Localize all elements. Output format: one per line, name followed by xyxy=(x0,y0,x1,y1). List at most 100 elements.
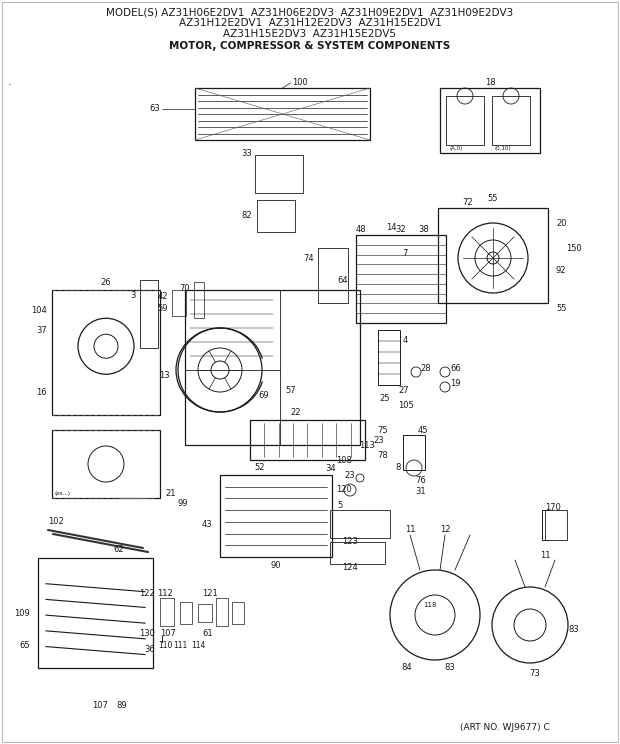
Text: 11: 11 xyxy=(405,525,415,534)
Text: 26: 26 xyxy=(100,278,112,286)
Text: 55: 55 xyxy=(556,304,567,312)
Text: 76: 76 xyxy=(415,475,426,484)
Bar xyxy=(403,435,425,470)
Bar xyxy=(318,248,348,303)
Text: 90: 90 xyxy=(271,560,281,569)
Text: 45: 45 xyxy=(418,426,428,434)
Bar xyxy=(250,420,365,460)
Text: 112: 112 xyxy=(157,589,173,597)
Text: 48: 48 xyxy=(356,225,366,234)
Text: 57: 57 xyxy=(285,385,296,394)
Text: 4: 4 xyxy=(403,336,408,344)
Bar xyxy=(446,96,484,145)
Bar xyxy=(195,88,370,140)
Text: 14: 14 xyxy=(386,222,396,231)
Bar xyxy=(198,604,212,622)
Bar xyxy=(172,290,186,316)
Text: 110: 110 xyxy=(158,641,172,650)
Text: 65: 65 xyxy=(19,641,30,650)
Text: 170: 170 xyxy=(545,504,561,513)
Text: 63: 63 xyxy=(149,104,160,113)
Bar xyxy=(185,290,360,445)
Bar xyxy=(140,280,158,348)
Text: 121: 121 xyxy=(202,589,218,597)
Text: .: . xyxy=(8,77,12,87)
Text: 16: 16 xyxy=(37,388,47,397)
Text: 37: 37 xyxy=(36,326,47,335)
Text: 99: 99 xyxy=(177,499,188,508)
Text: 92: 92 xyxy=(556,266,567,275)
Text: 118: 118 xyxy=(423,602,436,608)
Text: 74: 74 xyxy=(303,254,314,263)
Text: 27: 27 xyxy=(398,385,409,394)
Text: 108: 108 xyxy=(336,455,352,464)
Text: 78: 78 xyxy=(377,451,388,460)
Text: (A,0): (A,0) xyxy=(450,146,463,150)
Text: (ART NO. WJ9677) C: (ART NO. WJ9677) C xyxy=(460,723,550,733)
Text: 43: 43 xyxy=(202,520,212,529)
Text: 36: 36 xyxy=(144,646,155,655)
Text: 72: 72 xyxy=(463,197,473,207)
Text: 55: 55 xyxy=(488,193,498,202)
Text: 89: 89 xyxy=(117,701,127,710)
Text: 25: 25 xyxy=(379,394,390,403)
Text: 82: 82 xyxy=(241,211,252,219)
Bar xyxy=(194,282,204,318)
Text: 19: 19 xyxy=(450,379,461,388)
Text: 18: 18 xyxy=(485,77,495,86)
Bar xyxy=(440,88,540,153)
Text: MODEL(S) AZ31H06E2DV1  AZ31H06E2DV3  AZ31H09E2DV1  AZ31H09E2DV3: MODEL(S) AZ31H06E2DV1 AZ31H06E2DV3 AZ31H… xyxy=(107,7,513,17)
Bar xyxy=(330,542,385,564)
Text: 73: 73 xyxy=(529,669,541,678)
Text: 84: 84 xyxy=(402,662,412,672)
Text: 83: 83 xyxy=(445,662,455,672)
Text: 7: 7 xyxy=(402,248,408,257)
Bar xyxy=(255,155,303,193)
Text: 34: 34 xyxy=(325,464,336,472)
Text: 11: 11 xyxy=(540,551,550,559)
Bar xyxy=(52,290,160,415)
Text: 28: 28 xyxy=(420,364,431,373)
Bar xyxy=(438,208,548,303)
Bar xyxy=(38,558,153,668)
Text: 111: 111 xyxy=(173,641,187,650)
Text: 113: 113 xyxy=(359,440,375,449)
Text: 107: 107 xyxy=(160,629,176,638)
Text: 38: 38 xyxy=(418,225,430,234)
Bar xyxy=(356,235,446,323)
Bar xyxy=(216,598,228,626)
Text: 20: 20 xyxy=(556,219,567,228)
Text: 107: 107 xyxy=(92,701,108,710)
Bar xyxy=(160,598,174,626)
Text: 3: 3 xyxy=(131,290,136,300)
Text: 114: 114 xyxy=(191,641,205,650)
Text: 105: 105 xyxy=(398,400,414,409)
Text: (ex...): (ex...) xyxy=(54,492,70,496)
Text: 5: 5 xyxy=(337,501,343,510)
Text: AZ31H12E2DV1  AZ31H12E2DV3  AZ31H15E2DV1: AZ31H12E2DV1 AZ31H12E2DV3 AZ31H15E2DV1 xyxy=(179,18,441,28)
Text: 124: 124 xyxy=(342,563,358,572)
Text: 23: 23 xyxy=(373,435,384,444)
Text: 130: 130 xyxy=(139,629,155,638)
Text: 83: 83 xyxy=(568,626,578,635)
Text: 66: 66 xyxy=(450,364,461,373)
Text: 75: 75 xyxy=(378,426,388,434)
Text: 64: 64 xyxy=(337,275,348,284)
Text: 123: 123 xyxy=(342,537,358,547)
Bar xyxy=(220,475,332,557)
Text: 23: 23 xyxy=(344,470,355,479)
Text: AZ31H15E2DV3  AZ31H15E2DV5: AZ31H15E2DV3 AZ31H15E2DV5 xyxy=(223,29,397,39)
Text: 32: 32 xyxy=(396,225,406,234)
Text: 102: 102 xyxy=(48,518,64,527)
Text: 31: 31 xyxy=(415,487,425,496)
Text: 150: 150 xyxy=(566,243,582,252)
Text: 69: 69 xyxy=(258,391,268,400)
Text: MOTOR, COMPRESSOR & SYSTEM COMPONENTS: MOTOR, COMPRESSOR & SYSTEM COMPONENTS xyxy=(169,41,451,51)
Text: 52: 52 xyxy=(254,463,265,472)
Text: 104: 104 xyxy=(31,306,47,315)
Text: 42: 42 xyxy=(157,292,168,301)
Text: (0,10): (0,10) xyxy=(495,146,512,150)
Bar xyxy=(378,330,400,385)
Text: 122: 122 xyxy=(140,589,155,597)
Bar xyxy=(257,200,295,232)
